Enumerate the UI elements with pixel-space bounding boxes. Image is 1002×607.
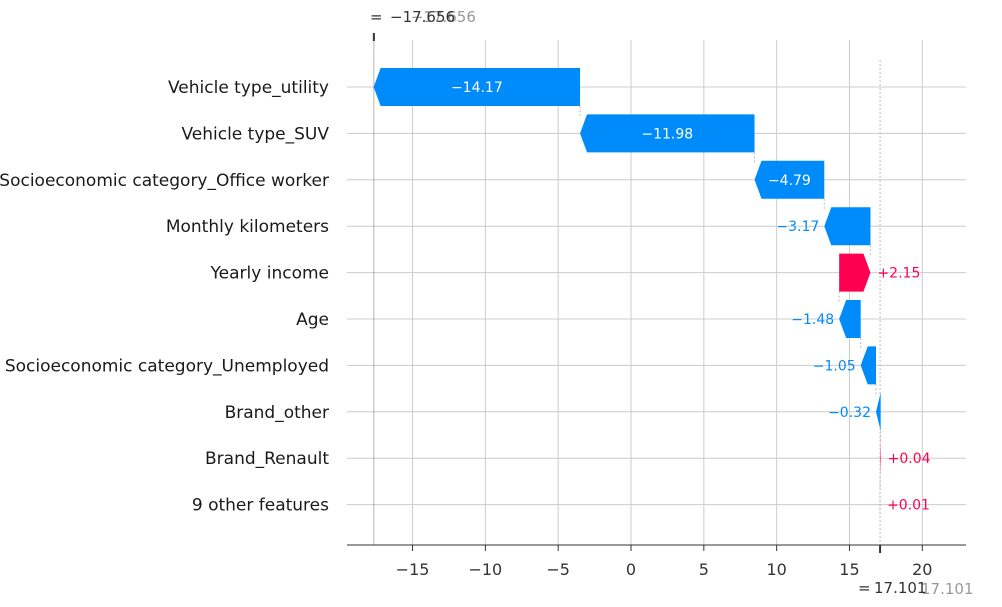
final-value-annotation-prefix: = xyxy=(858,579,871,597)
feature-label: Brand_other xyxy=(225,403,329,423)
waterfall-bar xyxy=(880,439,881,478)
waterfall-bar xyxy=(839,253,871,292)
base-value-annotation-prefix: = xyxy=(370,8,383,26)
feature-label: Vehicle type_SUV xyxy=(181,124,329,144)
bar-value-label: +2.15 xyxy=(877,266,920,282)
labels-layer: Vehicle type_utility Vehicle type_SUV Soci… xyxy=(0,78,931,516)
base-value-annotation-grey: −17.656 xyxy=(411,8,476,26)
bars-layer xyxy=(373,68,882,524)
bar-value-label: −3.17 xyxy=(776,219,819,235)
feature-label: Age xyxy=(296,310,329,330)
bar-value-label: −1.48 xyxy=(791,312,834,328)
x-tick-label: 20 xyxy=(912,560,932,579)
feature-label: Yearly income xyxy=(210,264,329,284)
bar-value-label: −0.32 xyxy=(828,405,871,421)
waterfall-bar xyxy=(754,160,825,199)
feature-label: 9 other features xyxy=(192,496,329,516)
final-value-annotation-grey: 17.101 xyxy=(921,580,974,598)
waterfall-bar xyxy=(839,300,861,338)
bar-value-label: −4.79 xyxy=(768,173,811,189)
x-tick-label: −15 xyxy=(396,560,430,579)
bar-value-label: −11.98 xyxy=(641,126,693,142)
x-tick-label: −5 xyxy=(546,560,570,579)
x-tick-label: −10 xyxy=(468,560,502,579)
feature-label: Socioeconomic category_Office worker xyxy=(0,171,329,191)
waterfall-bar xyxy=(860,346,876,385)
waterfall-bar xyxy=(373,68,581,106)
feature-label: Monthly kilometers xyxy=(166,217,329,237)
x-tick-label: 5 xyxy=(699,560,709,579)
bar-value-label: +0.04 xyxy=(888,451,931,467)
x-tick-label: 10 xyxy=(766,560,786,579)
waterfall-bar xyxy=(580,114,755,153)
bar-value-label: −14.17 xyxy=(451,80,503,96)
final-value-annotation: 17.101 xyxy=(874,579,927,597)
bar-value-label: −1.05 xyxy=(813,358,856,374)
waterfall-bar xyxy=(824,207,871,246)
x-axis: −15 −10 −5 0 5 10 15 20−17.656= −17.65617.101= … xyxy=(347,8,974,598)
grid-layer xyxy=(347,33,966,553)
base-value-annotation: −17.656 xyxy=(390,8,455,26)
feature-label: Socioeconomic category_Unemployed xyxy=(5,356,329,376)
x-tick-label: 15 xyxy=(839,560,859,579)
waterfall-bar xyxy=(875,392,881,431)
x-tick-label: 0 xyxy=(626,560,636,579)
feature-label: Brand_Renault xyxy=(205,449,329,469)
feature-label: Vehicle type_utility xyxy=(168,78,329,98)
bar-value-label: +0.01 xyxy=(887,498,930,514)
